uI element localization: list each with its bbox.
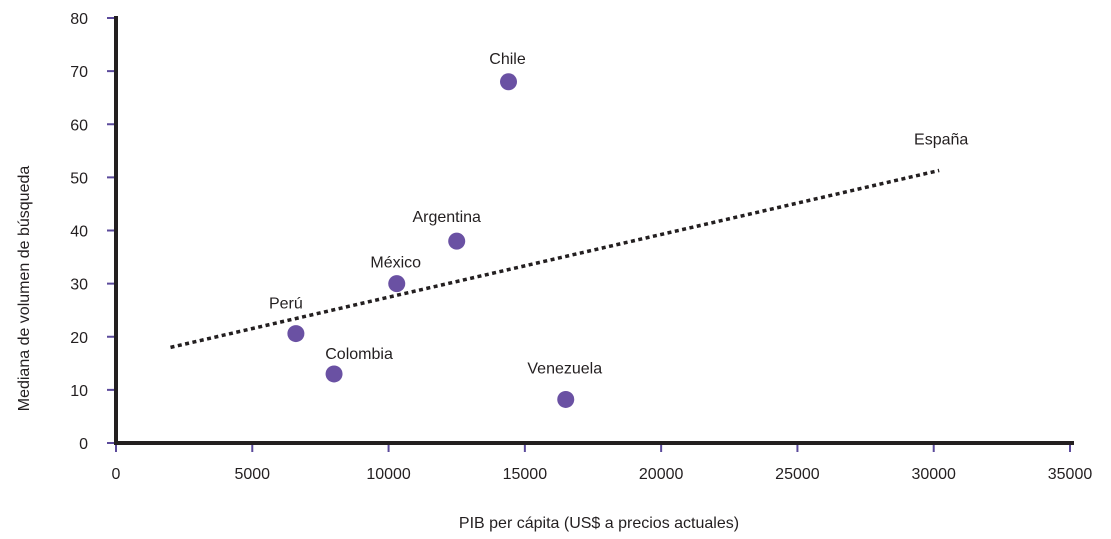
trendline-group: España (170, 131, 968, 350)
x-tick-label: 20000 (639, 466, 684, 483)
trendline (170, 168, 940, 350)
y-tick-label: 10 (70, 383, 88, 400)
x-tick-label: 35000 (1048, 466, 1093, 483)
x-axis-title: PIB per cápita (US$ a precios actuales) (459, 515, 739, 532)
y-tick-label: 30 (70, 277, 88, 294)
x-tick-label: 5000 (234, 466, 270, 483)
y-tick-label: 0 (79, 436, 88, 453)
point-label: Chile (489, 51, 526, 68)
point-label: Argentina (412, 209, 481, 226)
x-tick-label: 25000 (775, 466, 820, 483)
data-point (448, 232, 466, 250)
x-axis-ticks: 0 5000 10000 15000 20000 25000 30000 35000 (112, 443, 1093, 483)
point-label: México (370, 255, 421, 272)
point-label: Colombia (325, 346, 393, 363)
y-tick-label: 20 (70, 330, 88, 347)
y-tick-label: 70 (70, 64, 88, 81)
y-tick-label: 40 (70, 224, 88, 241)
x-tick-label: 0 (112, 466, 121, 483)
y-tick-label: 80 (70, 11, 88, 28)
x-tick-label: 15000 (503, 466, 548, 483)
point-label: Venezuela (527, 360, 602, 377)
trendline-label: España (914, 131, 968, 148)
y-tick-label: 50 (70, 170, 88, 187)
data-point (287, 325, 305, 343)
data-points: Chile Argentina México Perú Colombia Venezuel… (269, 51, 602, 408)
x-tick-label: 30000 (911, 466, 956, 483)
data-point (500, 73, 518, 91)
data-point (325, 365, 343, 383)
x-tick-label: 10000 (366, 466, 411, 483)
y-tick-label: 60 (70, 117, 88, 134)
data-point (388, 275, 406, 293)
data-point (557, 390, 575, 408)
y-axis-title: Mediana de volumen de búsqueda (16, 166, 33, 412)
point-label: Perú (269, 296, 303, 313)
y-axis-ticks: 0 10 20 30 40 50 60 70 80 (70, 11, 116, 453)
